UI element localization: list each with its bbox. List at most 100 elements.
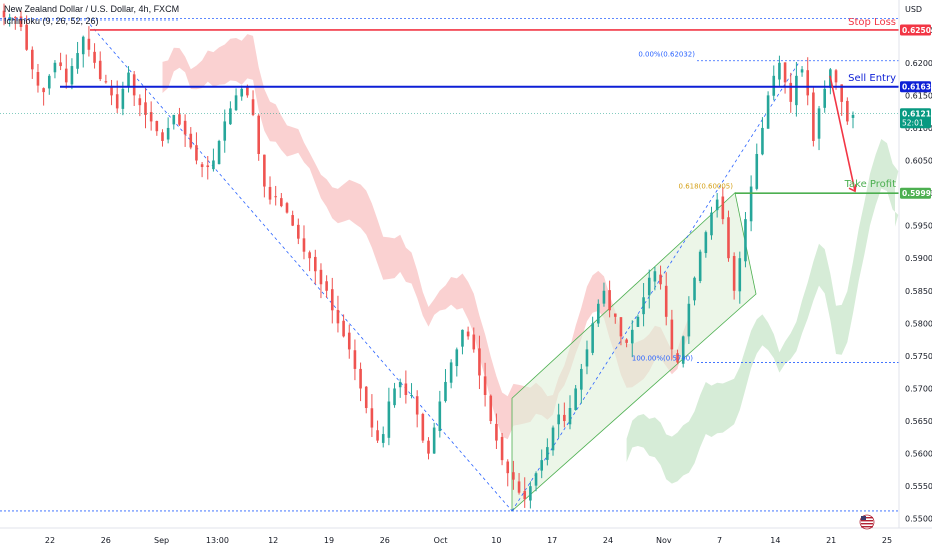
candle-body <box>744 219 747 262</box>
candle-body <box>336 309 340 324</box>
bullish-kumo <box>626 139 899 484</box>
candle-body <box>251 99 255 115</box>
candle-body <box>619 317 623 337</box>
ichimoku-cloud <box>162 34 899 484</box>
candle-body <box>302 238 306 252</box>
candle-body <box>602 290 606 304</box>
currency-label: USD <box>905 5 922 14</box>
candle-body <box>370 408 374 428</box>
candle-body <box>280 198 283 207</box>
candle-body <box>398 381 402 388</box>
candle-body <box>285 203 289 213</box>
candle-body <box>727 217 730 259</box>
candle-body <box>223 121 227 141</box>
time-tick-label: 10 <box>491 536 501 545</box>
stop-loss-price-tag-bg <box>900 24 931 36</box>
candle-body <box>25 24 28 50</box>
time-tick-label: 26 <box>101 536 111 545</box>
candle-body <box>64 68 68 83</box>
candle-body <box>715 199 719 211</box>
time-tick-label: 26 <box>380 536 390 545</box>
candle-body <box>127 72 130 87</box>
candle-body <box>461 329 464 347</box>
candle-body <box>704 232 708 254</box>
time-tick-label: 24 <box>603 536 613 545</box>
candle-body <box>540 460 543 471</box>
time-tick-label: 7 <box>717 536 722 545</box>
time-tick-label: 12 <box>268 536 278 545</box>
candle-body <box>755 153 759 189</box>
candle-body <box>257 115 260 154</box>
candle-body <box>574 388 577 410</box>
candle-body <box>268 186 272 200</box>
candle-body <box>93 51 96 63</box>
ascending-channel <box>511 191 757 512</box>
stop-loss-price-tag-text: 0.62504 <box>902 26 932 35</box>
candle-body <box>517 481 521 493</box>
candle-body <box>387 401 391 438</box>
candle-body <box>132 74 136 96</box>
candle-body <box>359 368 362 389</box>
candle-body <box>330 289 334 311</box>
candle-body <box>642 297 645 315</box>
candle-body <box>591 323 594 353</box>
candle-body <box>557 414 560 425</box>
time-tick-label: 19 <box>324 536 334 545</box>
candle-body <box>687 303 691 337</box>
candle-body <box>625 339 628 343</box>
descending-trendline-path <box>89 24 513 512</box>
candle-body <box>546 447 549 460</box>
time-tick-label: 13:00 <box>206 536 229 545</box>
candle-body <box>432 427 436 454</box>
candle-body <box>806 70 810 96</box>
candle-body <box>664 285 668 317</box>
flag-stripe <box>861 526 873 528</box>
projection-arrowhead <box>848 184 857 193</box>
candle-body <box>325 281 328 291</box>
candle-body <box>738 258 742 292</box>
time-tick-label: Nov <box>656 536 672 545</box>
current-price-tag-text: 0.61218 <box>902 110 932 119</box>
candle-body <box>410 394 413 396</box>
fib-0618-label: 0.618(0.60005) <box>679 183 734 191</box>
candle-body <box>778 62 781 80</box>
current-price-tag-countdown: 52:01 <box>902 119 924 128</box>
price-axis: 0.625000.620000.615000.610000.605000.600… <box>898 0 932 550</box>
candle-body <box>551 427 555 451</box>
candle-body <box>81 36 85 55</box>
candle-body <box>2 10 6 18</box>
candle-body <box>376 430 379 441</box>
candle-body <box>647 277 651 296</box>
candle-body <box>217 140 221 165</box>
chart-header: New Zealand Dollar / U.S. Dollar, 4h, FX… <box>4 3 179 27</box>
candle-body <box>698 251 702 282</box>
candle-body <box>342 320 345 337</box>
candle-body <box>523 491 527 500</box>
candle-body <box>466 331 470 337</box>
candle-body <box>36 71 40 86</box>
take-profit-label: Take Profit <box>844 179 897 190</box>
candle-body <box>851 114 855 118</box>
take-profit-price-tag-bg <box>900 187 931 199</box>
candle-body <box>563 414 566 422</box>
candle-body <box>19 16 23 27</box>
candle-body <box>568 408 572 425</box>
candle-body <box>59 62 62 67</box>
candle-body <box>195 145 198 161</box>
candle-body <box>53 62 57 73</box>
candle-body <box>404 383 408 395</box>
annotations: Stop Loss Sell Entry Take Profit 0.00%(0.62… <box>632 17 897 530</box>
sell-entry-label: Sell Entry <box>848 73 896 84</box>
descending-trendline <box>89 24 801 512</box>
candle-body <box>795 75 798 106</box>
candle-body <box>472 334 476 350</box>
candle-body <box>732 256 736 291</box>
time-tick-label: 22 <box>45 536 55 545</box>
projection-arrow <box>829 75 856 192</box>
candle-body <box>783 62 787 83</box>
